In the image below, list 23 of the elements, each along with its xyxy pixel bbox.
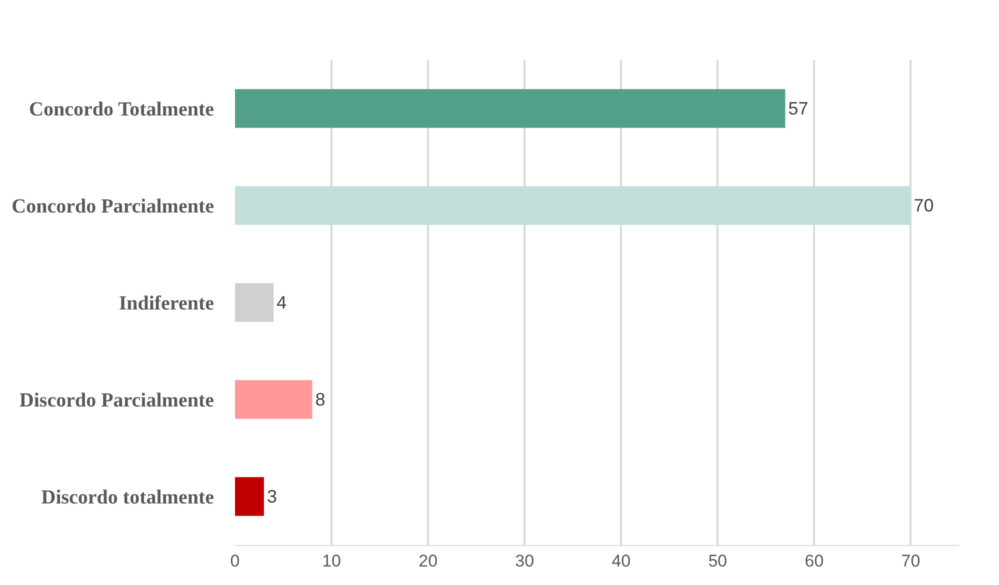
y-tick-label: Discordo totalmente <box>41 486 214 508</box>
data-label: 3 <box>266 486 277 506</box>
x-tick-label: 10 <box>322 551 341 570</box>
y-tick-label: Concordo Totalmente <box>29 98 214 120</box>
x-tick-label: 60 <box>804 551 824 570</box>
data-label: 57 <box>788 98 808 118</box>
data-label: 4 <box>276 292 287 312</box>
bar <box>235 186 911 225</box>
bar <box>235 283 274 322</box>
y-tick-label: Concordo Parcialmente <box>12 196 214 218</box>
bar <box>235 89 786 128</box>
data-label: 8 <box>315 390 326 410</box>
y-tick-label: Discordo Parcialmente <box>19 390 214 412</box>
bar <box>235 477 264 516</box>
x-tick-label: 0 <box>230 551 240 570</box>
bar <box>235 380 312 419</box>
data-label: 70 <box>914 196 934 216</box>
x-tick-label: 20 <box>418 551 438 570</box>
x-tick-label: 40 <box>612 551 631 570</box>
x-tick-label: 70 <box>901 551 920 570</box>
x-tick-label: 30 <box>515 551 534 570</box>
x-tick-label: 50 <box>708 551 728 570</box>
y-tick-label: Indiferente <box>118 292 214 314</box>
